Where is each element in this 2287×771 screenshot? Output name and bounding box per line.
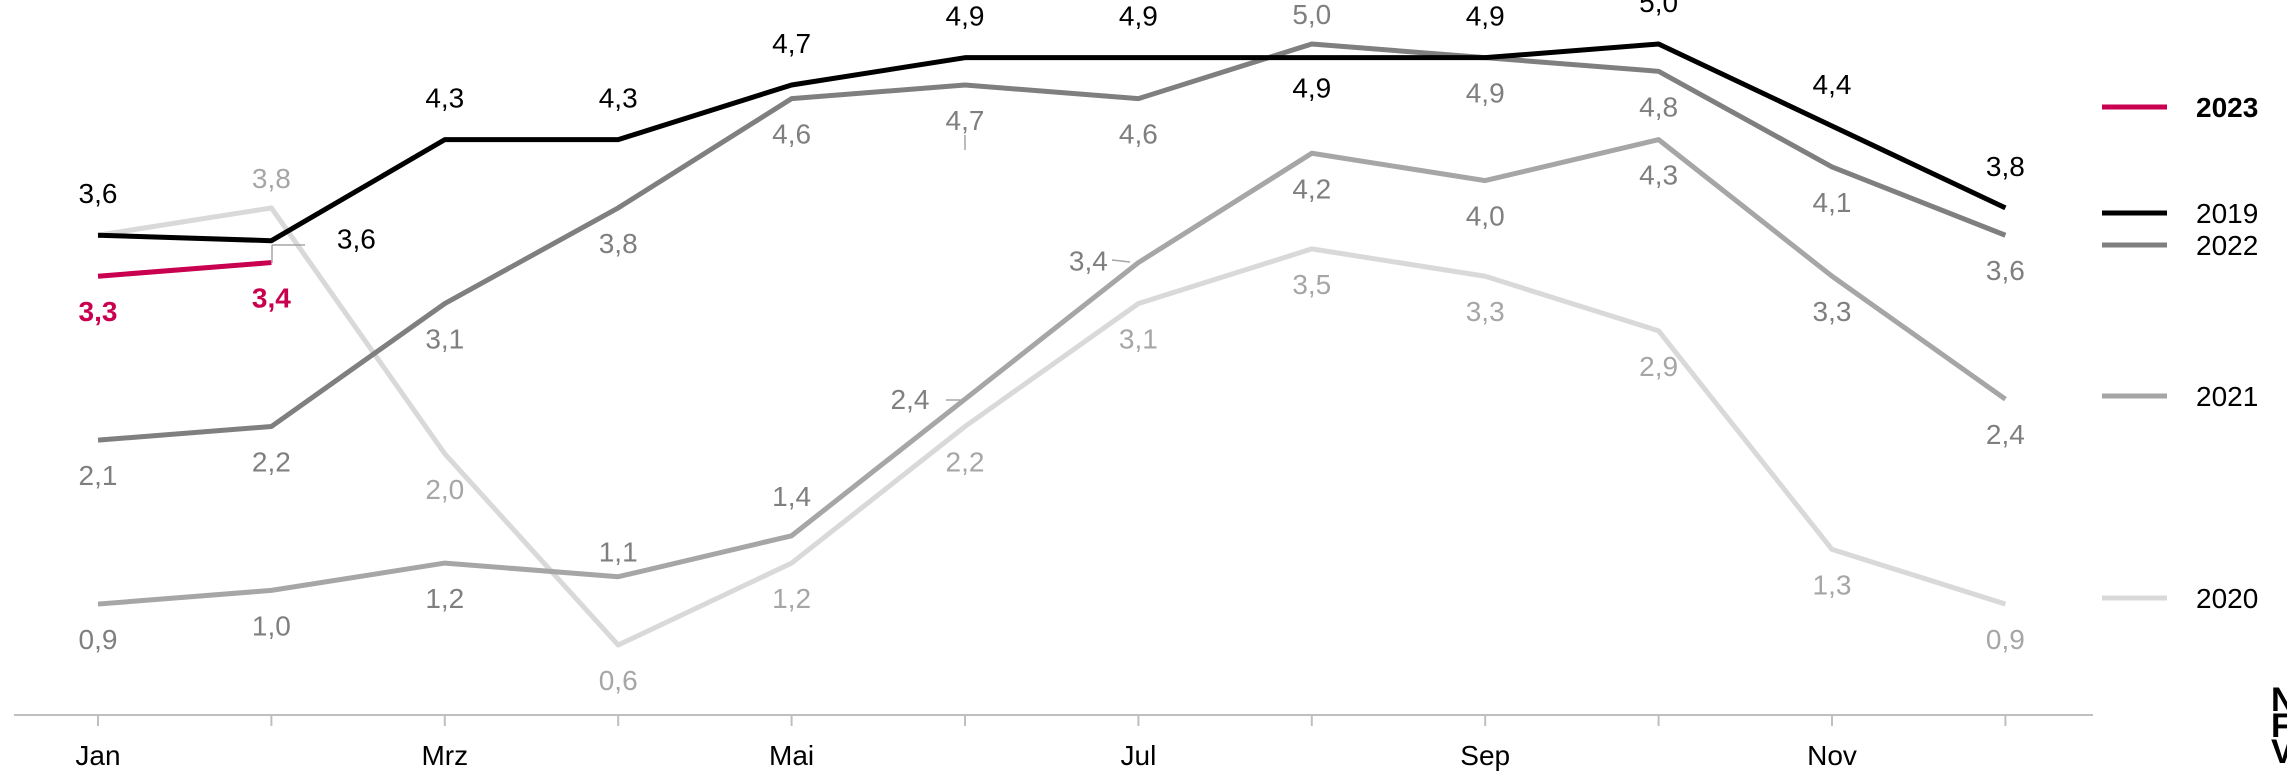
data-label-2022: 5,0 <box>1292 0 1331 30</box>
data-label-2020: 3,3 <box>1466 296 1505 327</box>
data-label-2021: 1,0 <box>252 610 291 641</box>
logo-letter: V <box>2271 733 2287 771</box>
legend-label-2023: 2023 <box>2196 92 2258 123</box>
data-label-2019: 3,6 <box>79 178 118 209</box>
data-label-2020: 2,0 <box>425 474 464 505</box>
data-label-2021: 2,4 <box>1986 419 2025 450</box>
data-label-2023: 3,4 <box>252 283 291 314</box>
data-label-2019: 4,9 <box>1292 73 1331 104</box>
data-label-2022: 4,6 <box>1119 119 1158 150</box>
data-label-2022: 4,1 <box>1813 187 1852 218</box>
data-label-2022: 2,1 <box>79 460 118 491</box>
series-line-2023 <box>97 260 272 279</box>
data-label-2021: 1,4 <box>772 481 811 512</box>
data-labels: 3,3 3,4 3,6 3,6 4,3 4,3 4,7 4,9 4,9 4,9 4,9 5,0 4,4 3… <box>79 0 2025 696</box>
data-label-2021: 1,1 <box>599 537 638 568</box>
data-label-2019: 4,3 <box>425 83 464 114</box>
data-label-2022: 4,7 <box>946 105 985 136</box>
legend-label-2022: 2022 <box>2196 230 2258 261</box>
data-label-2019: 4,9 <box>946 1 985 32</box>
data-label-2022: 3,6 <box>1986 255 2025 286</box>
x-tick-label: Sep <box>1460 740 1510 771</box>
legend-label-2021: 2021 <box>2196 381 2258 412</box>
data-label-2022: 4,6 <box>772 119 811 150</box>
x-tick-label: Mrz <box>421 740 468 771</box>
data-label-2020: 1,3 <box>1813 569 1852 600</box>
x-axis: Jan Mrz Mai Jul Sep Nov <box>14 714 2093 771</box>
data-label-2021: 4,2 <box>1292 173 1331 204</box>
data-label-2020: 3,1 <box>1119 324 1158 355</box>
data-label-2020: 3,5 <box>1292 269 1331 300</box>
data-label-2020: 3,8 <box>252 163 291 194</box>
data-label-2021: 2,4 <box>891 384 930 415</box>
data-label-2019: 3,8 <box>1986 151 2025 182</box>
data-label-2020: 2,9 <box>1639 351 1678 382</box>
series-lines <box>97 41 2007 648</box>
data-label-2022: 3,1 <box>425 324 464 355</box>
x-tick-label: Jan <box>75 740 120 771</box>
data-label-2021: 4,3 <box>1639 160 1678 191</box>
data-label-2019: 3,6 <box>337 224 376 255</box>
data-label-2023: 3,3 <box>79 296 118 327</box>
data-label-2021: 4,0 <box>1466 201 1505 232</box>
logo-letter: F <box>2271 707 2287 745</box>
x-tick-label: Nov <box>1807 740 1857 771</box>
data-label-2019: 5,0 <box>1639 0 1678 18</box>
series-line-2021 <box>97 137 2007 607</box>
data-label-2019: 4,9 <box>1119 1 1158 32</box>
data-label-2019: 4,3 <box>599 83 638 114</box>
data-label-2022: 4,8 <box>1639 91 1678 122</box>
data-label-2022: 2,2 <box>252 446 291 477</box>
cropped-logo-edge: NFV <box>2271 681 2287 771</box>
series-line-2020 <box>97 205 2007 648</box>
data-label-2020: 0,6 <box>599 665 638 696</box>
data-label-2020: 2,2 <box>946 446 985 477</box>
data-label-2021: 1,2 <box>425 583 464 614</box>
data-label-2019: 4,7 <box>772 28 811 59</box>
x-tick-label: Jul <box>1121 740 1157 771</box>
data-label-2019: 4,9 <box>1466 1 1505 32</box>
data-label-2022: 3,8 <box>599 228 638 259</box>
legend-label-2019: 2019 <box>2196 198 2258 229</box>
data-label-2021: 3,4 <box>1069 246 1108 277</box>
leader-line <box>1111 259 1131 263</box>
data-label-2020: 0,9 <box>1986 624 2025 655</box>
data-label-2019: 4,4 <box>1813 69 1852 100</box>
data-label-2022: 4,9 <box>1466 78 1505 109</box>
x-tick-label: Mai <box>769 740 814 771</box>
data-label-2021: 0,9 <box>79 624 118 655</box>
data-label-2021: 3,3 <box>1813 296 1852 327</box>
series-line-2019 <box>97 41 2007 244</box>
series-line-2022 <box>97 41 2007 443</box>
legend-label-2020: 2020 <box>2196 583 2258 614</box>
data-label-2020: 1,2 <box>772 583 811 614</box>
logo-letter: N <box>2271 681 2287 719</box>
